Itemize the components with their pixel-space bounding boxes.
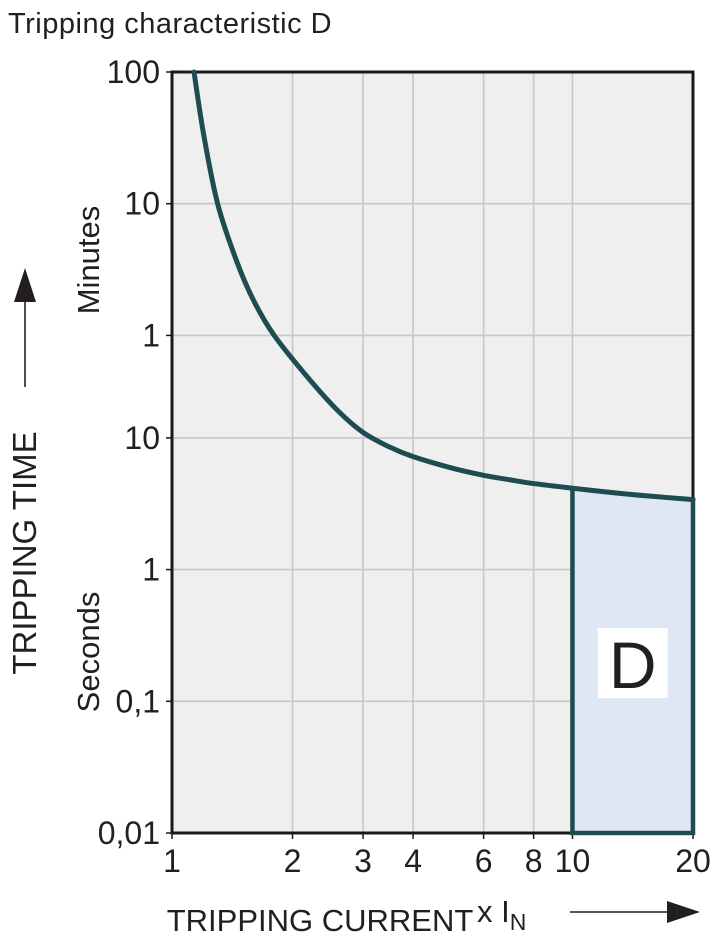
up-arrow-icon [14,268,36,302]
x-tick-label: 20 [675,843,711,879]
y-unit-minutes-label: Minutes [71,206,106,315]
y-tick-label: 100 [107,54,160,90]
region-label-box [597,628,668,698]
y-tick-label: 1 [142,317,160,353]
x-axis-title: TRIPPING CURRENT [167,903,474,938]
y-unit-seconds-label: Seconds [71,592,106,713]
x-tick-label: 10 [555,843,591,879]
y-tick-label: 10 [124,186,160,222]
region-label: D [609,628,657,702]
x-tick-label: 6 [475,843,493,879]
x-tick-label: 1 [163,843,181,879]
y-tick-label: 10 [124,420,160,456]
x-tick-label: 3 [354,843,372,879]
tripping-curve [191,69,696,503]
page-title: Tripping characteristic D [8,8,333,40]
right-arrow-icon [667,901,700,923]
x-axis-unit-label: x IN [477,894,526,935]
x-tick-label: 4 [404,843,422,879]
y-tick-label: 0,1 [116,683,160,719]
x-tick-label: 2 [284,843,302,879]
y-tick-label: 1 [142,552,160,588]
x-tick-label: 8 [525,843,543,879]
y-tick-label: 0,01 [98,815,160,851]
plot-border [170,70,695,835]
y-axis-title: TRIPPING TIME [6,431,43,674]
